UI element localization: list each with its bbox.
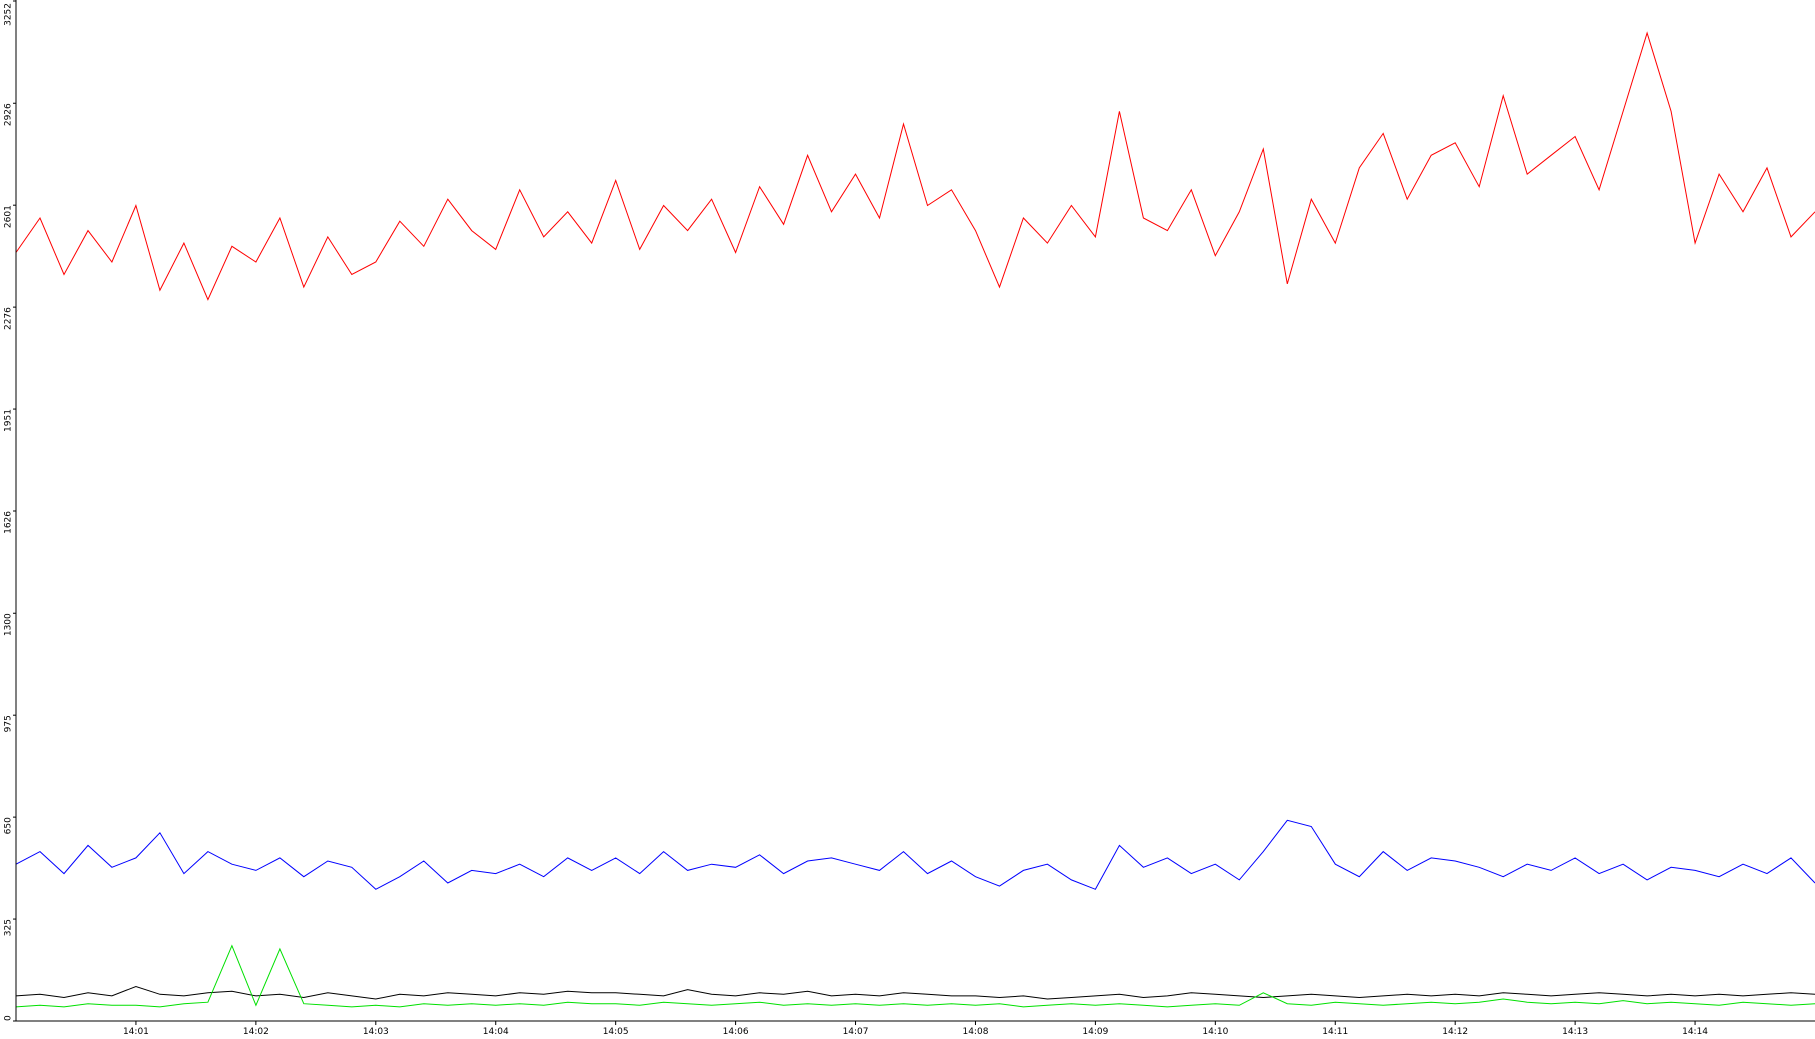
x-tick-label: 14:12 [1442, 1027, 1468, 1037]
x-tick-label: 14:07 [843, 1027, 869, 1037]
y-tick-label: 2276 [4, 307, 14, 330]
x-tick-label: 14:03 [363, 1027, 389, 1037]
x-tick-label: 14:01 [123, 1027, 149, 1037]
y-tick-label: 0 [4, 1015, 14, 1021]
x-tick-label: 14:05 [603, 1027, 629, 1037]
x-tick-label: 14:02 [243, 1027, 269, 1037]
series-line [15, 944, 1815, 1008]
y-tick-label: 1626 [4, 511, 14, 534]
y-tick-label: 1951 [4, 409, 14, 432]
series-line [15, 985, 1815, 1000]
x-tick-label: 14:08 [962, 1027, 988, 1037]
y-tick-label: 1300 [4, 613, 14, 636]
y-tick-label: 2926 [4, 103, 14, 126]
y-tick-label: 650 [4, 817, 14, 834]
x-tick-label: 14:13 [1562, 1027, 1588, 1037]
x-tick-label: 14:11 [1322, 1027, 1348, 1037]
x-tick-label: 14:06 [723, 1027, 749, 1037]
x-tick-label: 14:14 [1682, 1027, 1708, 1037]
y-tick-label: 975 [4, 715, 14, 732]
series-line [15, 819, 1815, 890]
x-tick-label: 14:10 [1202, 1027, 1228, 1037]
y-tick-label: 2601 [4, 205, 14, 228]
series-line [15, 31, 1815, 301]
x-tick-label: 14:04 [483, 1027, 509, 1037]
y-tick-label: 325 [4, 919, 14, 936]
y-tick-label: 3252 [4, 3, 14, 26]
x-tick-label: 14:09 [1082, 1027, 1108, 1037]
